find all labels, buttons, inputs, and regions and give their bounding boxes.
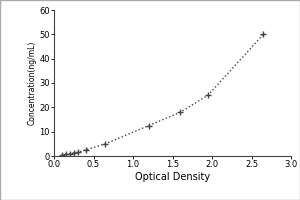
Y-axis label: Concentration(ng/mL): Concentration(ng/mL) <box>27 41 36 125</box>
X-axis label: Optical Density: Optical Density <box>135 172 210 182</box>
